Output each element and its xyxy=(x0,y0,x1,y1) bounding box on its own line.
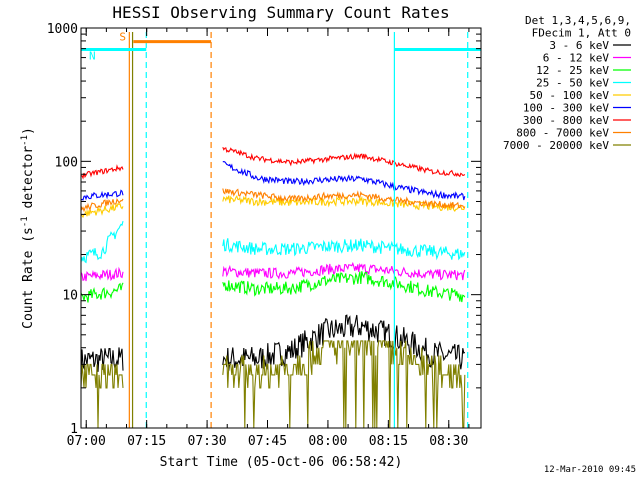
series-line-7 xyxy=(80,188,466,213)
series-segment xyxy=(222,188,466,210)
y-tick-label: 100 xyxy=(55,155,78,170)
series-segment xyxy=(222,194,466,212)
series-line-2 xyxy=(80,271,466,303)
series-segment xyxy=(222,146,466,178)
series-line-1 xyxy=(80,261,466,282)
series-segment xyxy=(80,363,124,429)
legend: Det 1,3,4,5,6,9,FDecim 1, Att 03 - 6 keV… xyxy=(503,14,631,152)
series-line-5 xyxy=(80,161,466,201)
series-segment xyxy=(80,189,124,201)
series-segment xyxy=(222,271,466,303)
decor-layer: SN xyxy=(81,31,481,428)
legend-entry-label: 7000 - 20000 keV xyxy=(503,139,609,152)
x-axis-label: Start Time (05-Oct-06 06:58:42) xyxy=(160,455,403,470)
series-segment xyxy=(80,202,124,219)
flag-label: S xyxy=(119,31,126,44)
chart-title: HESSI Observing Summary Count Rates xyxy=(112,3,449,22)
data-layer xyxy=(80,146,466,429)
y-axis-label: Count Rate (s-1 detector-1) xyxy=(20,127,36,329)
series-line-3 xyxy=(80,220,466,264)
legend-entry-label: 3 - 6 keV xyxy=(549,39,609,52)
legend-entry-label: 6 - 12 keV xyxy=(543,52,610,65)
legend-entry-label: 25 - 50 keV xyxy=(536,77,609,90)
plot-frame xyxy=(80,27,482,429)
legend-entry-label: 50 - 100 keV xyxy=(530,89,610,102)
series-line-4 xyxy=(80,194,466,219)
series-segment xyxy=(222,261,466,281)
footer-date: 12-Mar-2010 09:45 xyxy=(544,465,636,475)
axis-ticks: 07:00 07:15 07:30 07:45 08:00 08:15 08:30 1 10 10… xyxy=(47,22,481,449)
y-axis-label-sup1: -1 xyxy=(20,216,30,227)
x-tick-label: 08:15 xyxy=(369,434,408,449)
legend-entry-label: 800 - 7000 keV xyxy=(516,127,609,140)
series-segment xyxy=(80,198,124,213)
y-axis-label-mid: detector xyxy=(21,146,36,217)
series-segment xyxy=(80,282,124,303)
legend-header: Det 1,3,4,5,6,9, xyxy=(525,14,631,27)
y-axis-label-end: ) xyxy=(21,127,36,135)
series-line-0 xyxy=(80,314,466,375)
series-segment xyxy=(222,314,466,371)
x-tick-label: 08:30 xyxy=(429,434,468,449)
legend-entry-label: 100 - 300 keV xyxy=(523,102,609,115)
series-segment xyxy=(80,347,124,375)
series-segment xyxy=(80,220,124,264)
x-tick-label: 07:45 xyxy=(248,434,287,449)
legend-entry-label: 300 - 800 keV xyxy=(523,114,609,127)
y-tick-label: 1000 xyxy=(47,22,78,37)
x-tick-label: 07:15 xyxy=(127,434,166,449)
y-axis-label-sup2: -1 xyxy=(20,135,30,146)
x-tick-label: 07:30 xyxy=(188,434,227,449)
y-tick-label: 1 xyxy=(70,422,78,437)
series-line-6 xyxy=(80,146,466,180)
series-segment xyxy=(80,266,124,282)
series-segment xyxy=(222,161,466,201)
y-axis-label-main: Count Rate (s xyxy=(21,227,36,329)
y-tick-label: 10 xyxy=(62,289,78,304)
flag-label: N xyxy=(89,49,96,62)
legend-entry-label: 12 - 25 keV xyxy=(536,64,609,77)
series-segment xyxy=(80,164,124,180)
x-tick-label: 07:00 xyxy=(67,434,106,449)
legend-header: FDecim 1, Att 0 xyxy=(532,27,631,40)
series-segment xyxy=(222,238,466,261)
x-tick-label: 08:00 xyxy=(308,434,347,449)
